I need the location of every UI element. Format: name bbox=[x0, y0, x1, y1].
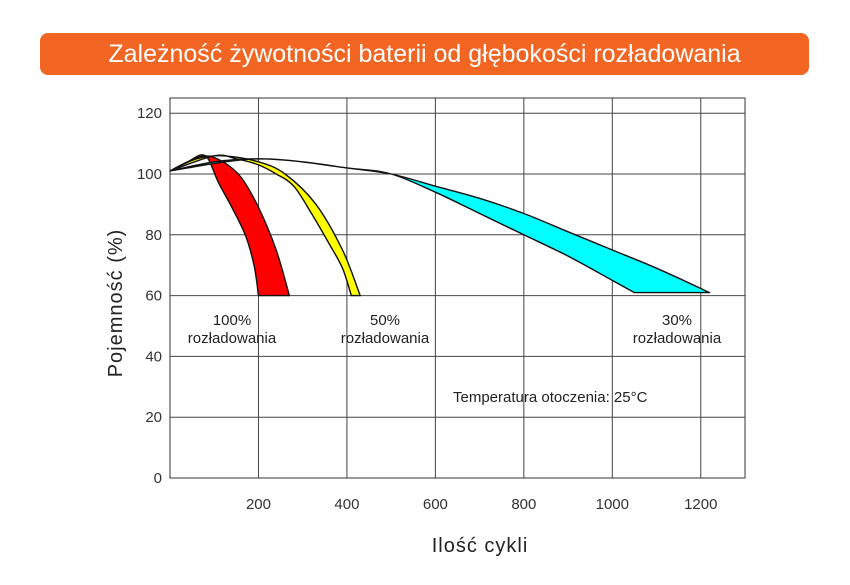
series-label-1-line-0: 50% bbox=[370, 312, 400, 329]
series-label-1-line-1: rozładowania bbox=[341, 330, 430, 347]
grid-lines bbox=[170, 98, 745, 478]
plot-border bbox=[169, 97, 746, 479]
y-tick-label-100: 100 bbox=[137, 166, 162, 183]
series-label-0-line-1: rozładowania bbox=[188, 330, 277, 347]
chart-title: Zależność żywotności baterii od głębokoś… bbox=[40, 33, 809, 75]
y-tick-label-0: 0 bbox=[154, 470, 162, 487]
temperature-annotation: Temperatura otoczenia: 25°C bbox=[453, 389, 648, 406]
y-tick-label-20: 20 bbox=[145, 409, 162, 426]
y-axis-label: Pojemność (%) bbox=[105, 229, 127, 378]
x-tick-labels: 200 400 600 800 1000 1200 bbox=[246, 496, 718, 513]
series-areas bbox=[169, 154, 711, 297]
y-tick-label-40: 40 bbox=[145, 348, 162, 365]
y-tick-labels: 0 20 40 60 80 100 120 bbox=[137, 105, 162, 487]
series-labels: 100%rozładowania50%rozładowania30%rozład… bbox=[188, 312, 722, 347]
x-tick-label-800: 800 bbox=[511, 496, 536, 513]
y-tick-label-60: 60 bbox=[145, 288, 162, 305]
series-label-2-line-0: 30% bbox=[662, 312, 692, 329]
x-tick-label-400: 400 bbox=[334, 496, 359, 513]
series-area-0 bbox=[169, 154, 291, 297]
x-tick-label-200: 200 bbox=[246, 496, 271, 513]
x-tick-label-1000: 1000 bbox=[596, 496, 629, 513]
x-axis-label: Ilość cykli bbox=[432, 535, 529, 557]
series-label-2-line-1: rozładowania bbox=[633, 330, 722, 347]
x-tick-label-600: 600 bbox=[423, 496, 448, 513]
series-label-0-line-0: 100% bbox=[213, 312, 251, 329]
x-tick-label-1200: 1200 bbox=[684, 496, 717, 513]
series-area-2 bbox=[169, 158, 711, 294]
y-tick-label-120: 120 bbox=[137, 105, 162, 122]
y-tick-label-80: 80 bbox=[145, 227, 162, 244]
